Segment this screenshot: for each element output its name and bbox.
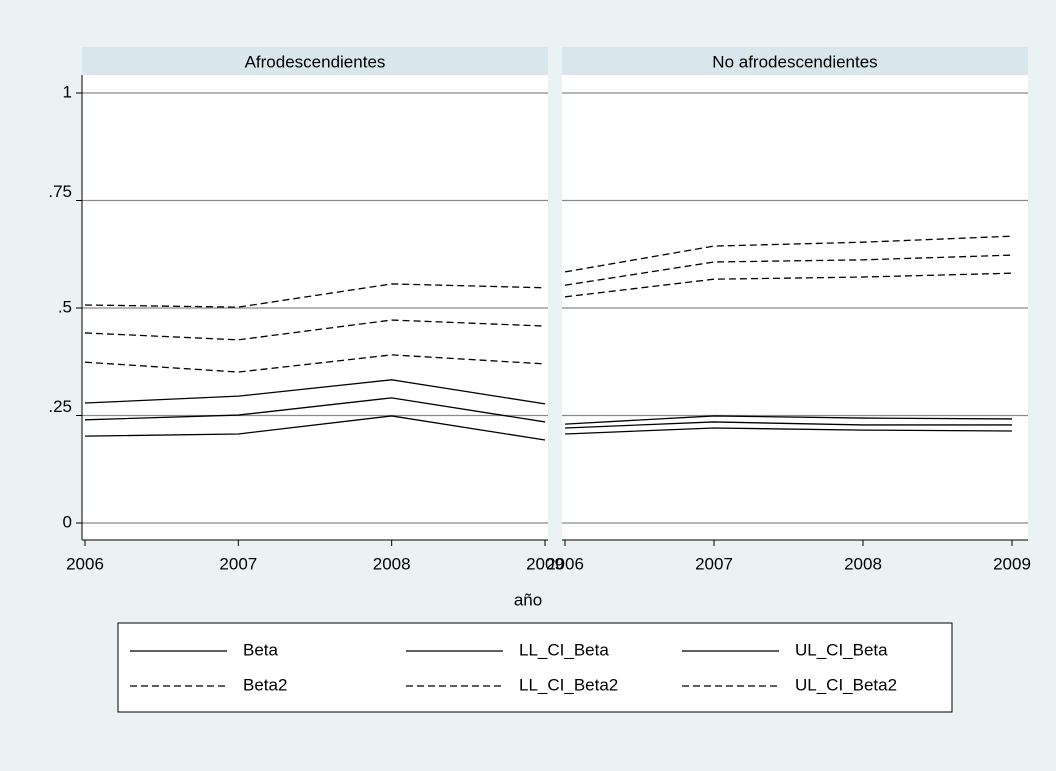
x-tick-label: 2009 — [993, 554, 1031, 573]
line — [564, 415, 1013, 425]
line — [84, 283, 546, 308]
legend — [117, 622, 953, 713]
x-axis-label: año — [514, 590, 542, 609]
legend-label: Beta2 — [243, 675, 287, 694]
panel-title: No afrodescendientes — [712, 52, 877, 71]
line — [564, 272, 1013, 298]
line — [84, 397, 546, 423]
x-tick-label: 2009 — [526, 554, 564, 573]
panel-header — [82, 47, 548, 75]
line — [564, 254, 1013, 286]
line — [564, 235, 1013, 273]
line — [564, 421, 1012, 429]
y-tick-label: .5 — [58, 297, 72, 316]
x-tick-label: 2007 — [219, 554, 257, 573]
x-tick-label: 2008 — [373, 554, 411, 573]
x-tick-label: 2006 — [546, 554, 584, 573]
panel-title: Afrodescendientes — [245, 52, 386, 71]
line — [84, 415, 546, 441]
y-tick-label: .25 — [48, 397, 72, 416]
x-tick-label: 2008 — [844, 554, 882, 573]
legend-label: LL_CI_Beta2 — [519, 675, 618, 694]
legend-label: Beta — [243, 640, 279, 659]
line — [84, 379, 546, 405]
y-tick-label: .75 — [48, 182, 72, 201]
x-tick-label: 2006 — [66, 554, 104, 573]
legend-label: UL_CI_Beta — [795, 640, 888, 659]
x-tick-label: 2007 — [695, 554, 733, 573]
legend-label: LL_CI_Beta — [519, 640, 609, 659]
legend-label: UL_CI_Beta2 — [795, 675, 897, 694]
panel-header — [562, 47, 1028, 75]
line — [564, 427, 1013, 435]
y-tick-label: 1 — [63, 82, 72, 101]
y-tick-label: 0 — [63, 512, 72, 531]
